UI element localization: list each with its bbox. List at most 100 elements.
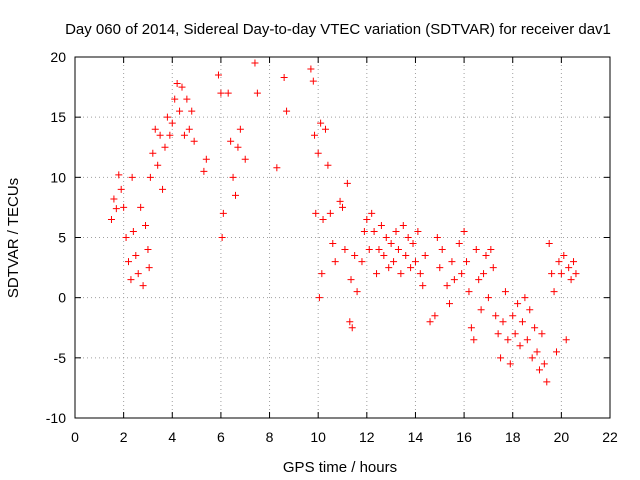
data-point <box>538 330 546 338</box>
data-point <box>484 294 492 302</box>
data-point <box>329 240 337 248</box>
data-point <box>382 234 390 241</box>
data-point <box>553 348 560 356</box>
x-tick-label: 20 <box>554 429 570 445</box>
data-point <box>129 227 137 235</box>
y-tick-label: -10 <box>46 410 66 426</box>
data-point <box>218 234 226 241</box>
data-point <box>180 131 188 139</box>
data-point <box>234 143 242 151</box>
x-tick-label: 18 <box>505 429 521 445</box>
data-point <box>232 191 239 199</box>
data-points <box>107 59 580 386</box>
data-point <box>499 318 507 326</box>
x-axis-tick-labels: 0 2 4 6 8 10 12 14 16 18 20 22 <box>71 429 618 445</box>
data-point <box>501 288 509 296</box>
data-point <box>125 258 132 266</box>
data-point <box>380 252 388 260</box>
data-point <box>528 354 536 362</box>
data-point <box>336 197 344 205</box>
data-point <box>200 167 208 175</box>
data-point <box>351 252 359 260</box>
data-point <box>224 89 232 97</box>
data-point <box>421 252 429 260</box>
data-point <box>504 336 512 344</box>
data-point <box>280 73 288 81</box>
data-point <box>540 360 548 368</box>
data-point <box>368 209 376 217</box>
data-point <box>465 288 473 296</box>
data-point <box>214 71 222 79</box>
data-point <box>487 246 495 254</box>
data-point <box>407 264 415 272</box>
data-point <box>560 252 568 260</box>
data-point <box>326 209 334 217</box>
data-point <box>311 131 319 139</box>
data-point <box>518 318 526 326</box>
data-point <box>565 264 573 272</box>
data-point <box>494 330 502 338</box>
data-point <box>511 330 519 338</box>
x-tick-label: 6 <box>217 429 225 445</box>
data-point <box>309 77 317 85</box>
data-point <box>149 149 157 157</box>
data-point <box>443 282 451 290</box>
data-point <box>470 336 478 344</box>
data-point <box>154 161 162 169</box>
data-point <box>339 203 346 211</box>
data-point <box>475 276 483 284</box>
data-point <box>321 125 329 133</box>
data-point <box>392 227 400 235</box>
data-point <box>120 203 128 211</box>
data-point <box>168 119 176 127</box>
data-point <box>128 173 136 181</box>
data-point <box>514 300 522 308</box>
data-point <box>178 83 186 91</box>
data-point <box>241 155 249 163</box>
data-point <box>307 65 315 73</box>
data-point <box>472 246 480 254</box>
data-point <box>567 276 575 284</box>
data-point <box>455 240 463 248</box>
data-point <box>163 113 171 121</box>
data-point <box>202 155 210 163</box>
data-point <box>346 318 354 326</box>
data-point <box>523 336 531 344</box>
data-point <box>115 171 123 179</box>
data-point <box>497 354 505 362</box>
data-point <box>137 203 145 211</box>
x-tick-label: 8 <box>266 429 274 445</box>
data-point <box>127 276 135 284</box>
x-tick-label: 22 <box>602 429 618 445</box>
data-point <box>317 119 325 127</box>
data-point <box>460 227 468 235</box>
x-tick-label: 12 <box>359 429 375 445</box>
data-point <box>314 149 322 157</box>
data-point <box>151 125 159 133</box>
y-tick-label: 10 <box>50 169 66 185</box>
data-point <box>139 282 147 290</box>
data-point <box>543 378 551 386</box>
data-point <box>402 252 410 260</box>
data-point <box>161 143 169 151</box>
data-point <box>482 252 490 260</box>
data-point <box>526 306 534 314</box>
data-point <box>318 270 326 278</box>
data-point <box>426 318 434 326</box>
data-point <box>375 246 383 254</box>
data-point <box>227 137 235 145</box>
x-tick-label: 10 <box>310 429 326 445</box>
data-point <box>145 264 153 272</box>
data-point <box>219 209 227 217</box>
data-point <box>217 89 225 97</box>
y-tick-label: 0 <box>58 290 66 306</box>
y-tick-label: -5 <box>54 350 67 366</box>
data-point <box>399 221 407 229</box>
data-point <box>370 227 378 235</box>
data-point <box>251 59 259 67</box>
data-point <box>110 195 118 203</box>
data-point <box>419 282 427 290</box>
data-point <box>548 270 556 278</box>
x-axis-title: GPS time / hours <box>283 459 397 476</box>
